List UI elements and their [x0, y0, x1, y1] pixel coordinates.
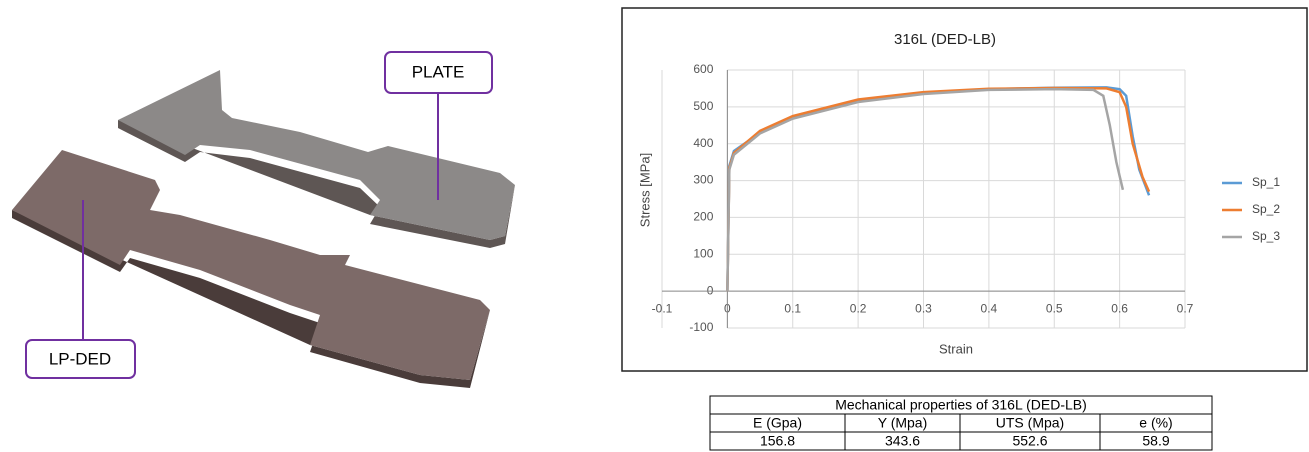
- y-tick-label: 100: [693, 246, 713, 260]
- legend-label: Sp_3: [1252, 229, 1280, 243]
- x-tick-label: -0.1: [652, 301, 673, 315]
- table-cell: 156.8: [760, 433, 795, 449]
- legend-label: Sp_1: [1252, 175, 1280, 189]
- figure: PLATE LP-DED 316L (DED-LB) Strain Stress…: [0, 0, 1309, 452]
- photo: PLATE LP-DED: [12, 52, 515, 388]
- x-tick-label: 0.6: [1111, 301, 1128, 315]
- lp-ded-label: LP-DED: [49, 349, 111, 368]
- y-axis-label: Stress [MPa]: [637, 153, 652, 227]
- x-tick-label: 0.2: [850, 301, 867, 315]
- y-tick-label: -100: [689, 320, 713, 334]
- y-tick-label: 400: [693, 136, 713, 150]
- plate-label: PLATE: [412, 62, 465, 81]
- page: PLATE LP-DED 316L (DED-LB) Strain Stress…: [0, 0, 1309, 452]
- legend-label: Sp_2: [1252, 202, 1280, 216]
- x-tick-label: 0.7: [1177, 301, 1194, 315]
- chart-frame: [622, 8, 1307, 371]
- table: Mechanical properties of 316L (DED-LB) E …: [710, 396, 1212, 450]
- x-tick-label: 0.4: [981, 301, 998, 315]
- table-cell: 552.6: [1012, 433, 1047, 449]
- y-tick-label: 600: [693, 62, 713, 76]
- table-header-cell: Y (Mpa): [878, 415, 928, 431]
- x-tick-label: 0.1: [784, 301, 801, 315]
- chart-title: 316L (DED-LB): [894, 31, 996, 48]
- y-tick-label: 200: [693, 210, 713, 224]
- table-cell: 58.9: [1142, 433, 1169, 449]
- y-tick-label: 300: [693, 173, 713, 187]
- y-tick-label: 0: [707, 283, 714, 297]
- table-header-cell: E (Gpa): [753, 415, 802, 431]
- table-cell: 343.6: [885, 433, 920, 449]
- table-title: Mechanical properties of 316L (DED-LB): [835, 397, 1087, 413]
- table-header-cell: e (%): [1139, 415, 1172, 431]
- x-axis-label: Strain: [939, 341, 973, 356]
- table-header-cell: UTS (Mpa): [996, 415, 1064, 431]
- x-tick-label: 0.5: [1046, 301, 1063, 315]
- x-tick-label: 0.3: [915, 301, 932, 315]
- y-tick-label: 500: [693, 99, 713, 113]
